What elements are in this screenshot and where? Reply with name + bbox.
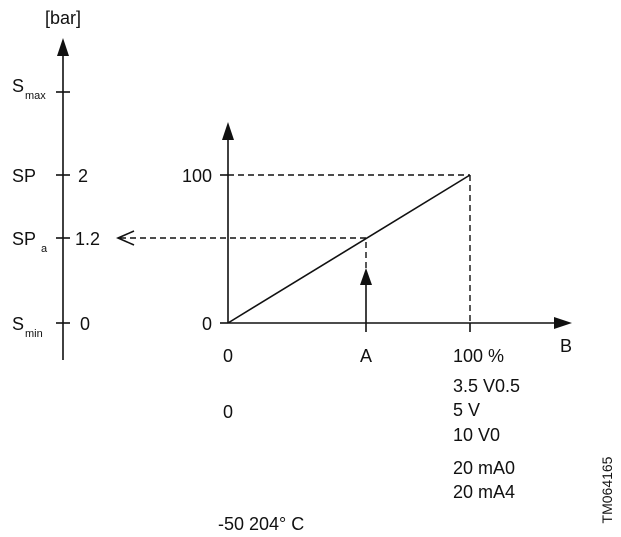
drawing-code: TM064165	[599, 456, 615, 523]
arrow-head	[360, 268, 372, 285]
range-label: 20 mA0	[453, 458, 515, 478]
range-label: 20 mA4	[453, 482, 515, 502]
range-label: 0	[223, 402, 233, 422]
y-label: 0	[202, 314, 212, 334]
level-value: 2	[78, 166, 88, 186]
arrow-head	[222, 122, 234, 140]
level-name: S	[12, 314, 24, 334]
level-value: 1.2	[75, 229, 100, 249]
x-label: 0	[223, 346, 233, 366]
arrow-head	[116, 230, 135, 246]
x-label: A	[360, 346, 372, 366]
x-axis-label: B	[560, 336, 572, 356]
range-label: 3.5 V0.5	[453, 376, 520, 396]
characteristic-line	[227, 174, 471, 324]
level-name: S	[12, 76, 24, 96]
y-label: 100	[182, 166, 212, 186]
unit-label: [bar]	[45, 8, 81, 28]
arrow-head	[554, 317, 572, 329]
x-label: 100 %	[453, 346, 504, 366]
level-name: SP	[12, 229, 36, 249]
level-sub: a	[41, 243, 48, 255]
level-sub: max	[25, 90, 46, 102]
arrow-head	[57, 38, 69, 56]
range-label: 5 V	[453, 400, 480, 420]
range-label: -50 204° C	[218, 514, 304, 534]
level-value: 0	[80, 314, 90, 334]
level-name: SP	[12, 166, 36, 186]
level-sub: min	[25, 328, 43, 340]
range-label: 10 V0	[453, 425, 500, 445]
